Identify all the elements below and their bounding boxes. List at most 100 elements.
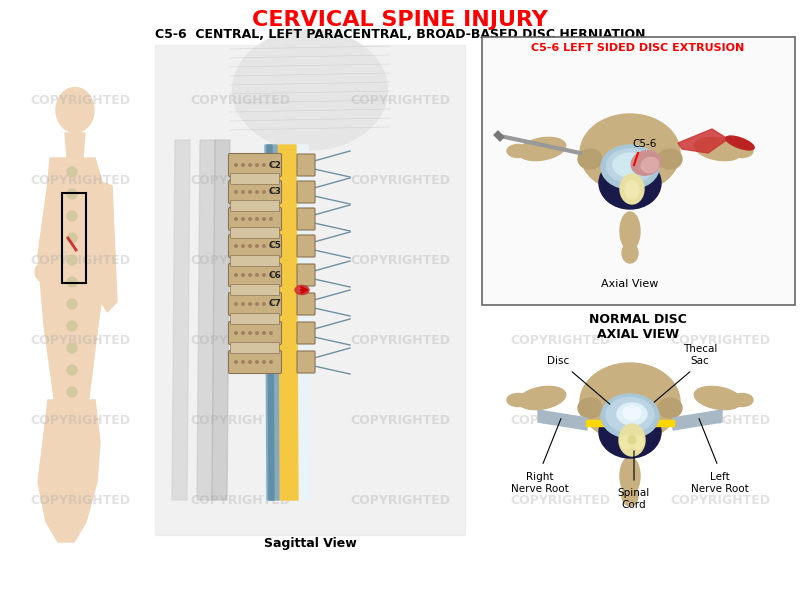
- Ellipse shape: [507, 145, 529, 157]
- Ellipse shape: [580, 114, 680, 192]
- Ellipse shape: [606, 149, 654, 183]
- Ellipse shape: [270, 332, 272, 334]
- Text: NORMAL DISC
AXIAL VIEW: NORMAL DISC AXIAL VIEW: [589, 313, 687, 341]
- Ellipse shape: [249, 274, 251, 276]
- Ellipse shape: [67, 255, 77, 265]
- Ellipse shape: [35, 259, 71, 285]
- Text: COPYRIGHTED: COPYRIGHTED: [510, 173, 610, 187]
- Ellipse shape: [658, 398, 682, 418]
- Text: C5-6: C5-6: [632, 139, 656, 149]
- Ellipse shape: [620, 212, 640, 250]
- FancyBboxPatch shape: [297, 235, 315, 257]
- Text: COPYRIGHTED: COPYRIGHTED: [190, 334, 290, 346]
- Ellipse shape: [67, 167, 77, 177]
- Polygon shape: [38, 158, 108, 425]
- Ellipse shape: [270, 245, 272, 247]
- Text: CERVICAL SPINE INJURY: CERVICAL SPINE INJURY: [252, 10, 548, 30]
- FancyBboxPatch shape: [297, 293, 315, 315]
- Text: COPYRIGHTED: COPYRIGHTED: [30, 253, 130, 266]
- Ellipse shape: [270, 303, 272, 305]
- FancyBboxPatch shape: [229, 208, 282, 230]
- Polygon shape: [673, 410, 722, 430]
- Text: COPYRIGHTED: COPYRIGHTED: [190, 253, 290, 266]
- Text: Sagittal View: Sagittal View: [264, 537, 356, 550]
- Polygon shape: [155, 45, 465, 535]
- Ellipse shape: [234, 164, 238, 166]
- Ellipse shape: [256, 361, 258, 363]
- Ellipse shape: [234, 361, 238, 363]
- Ellipse shape: [518, 137, 566, 161]
- Ellipse shape: [234, 303, 238, 305]
- Text: C6: C6: [269, 271, 282, 280]
- Ellipse shape: [518, 386, 566, 410]
- Text: COPYRIGHTED: COPYRIGHTED: [30, 413, 130, 427]
- FancyBboxPatch shape: [297, 154, 315, 176]
- Ellipse shape: [67, 189, 77, 199]
- Ellipse shape: [67, 365, 77, 375]
- Text: Spinal
Cord: Spinal Cord: [618, 488, 650, 509]
- Ellipse shape: [262, 303, 266, 305]
- Ellipse shape: [242, 218, 244, 220]
- Ellipse shape: [262, 164, 266, 166]
- Text: COPYRIGHTED: COPYRIGHTED: [350, 173, 450, 187]
- Text: COPYRIGHTED: COPYRIGHTED: [670, 413, 770, 427]
- Ellipse shape: [67, 299, 77, 309]
- Ellipse shape: [256, 164, 258, 166]
- Ellipse shape: [249, 361, 251, 363]
- Text: COPYRIGHTED: COPYRIGHTED: [510, 253, 610, 266]
- FancyBboxPatch shape: [230, 313, 279, 325]
- Ellipse shape: [270, 218, 272, 220]
- FancyBboxPatch shape: [230, 256, 279, 266]
- Ellipse shape: [233, 30, 387, 150]
- Ellipse shape: [613, 153, 647, 177]
- Ellipse shape: [234, 191, 238, 193]
- Text: COPYRIGHTED: COPYRIGHTED: [30, 493, 130, 506]
- Ellipse shape: [249, 164, 251, 166]
- Polygon shape: [197, 140, 215, 500]
- Ellipse shape: [617, 403, 647, 425]
- Ellipse shape: [67, 321, 77, 331]
- Text: COPYRIGHTED: COPYRIGHTED: [510, 493, 610, 506]
- Ellipse shape: [67, 277, 77, 287]
- Text: COPYRIGHTED: COPYRIGHTED: [190, 173, 290, 187]
- FancyBboxPatch shape: [229, 322, 282, 344]
- Ellipse shape: [242, 361, 244, 363]
- Text: COPYRIGHTED: COPYRIGHTED: [350, 253, 450, 266]
- Ellipse shape: [242, 164, 244, 166]
- FancyBboxPatch shape: [297, 181, 315, 203]
- Text: COPYRIGHTED: COPYRIGHTED: [30, 94, 130, 107]
- Ellipse shape: [622, 243, 638, 263]
- Text: COPYRIGHTED: COPYRIGHTED: [190, 493, 290, 506]
- Text: COPYRIGHTED: COPYRIGHTED: [670, 334, 770, 346]
- Ellipse shape: [295, 286, 309, 295]
- Ellipse shape: [622, 486, 638, 506]
- Ellipse shape: [599, 406, 661, 458]
- Ellipse shape: [56, 88, 94, 133]
- Text: COPYRIGHTED: COPYRIGHTED: [510, 334, 610, 346]
- Ellipse shape: [623, 406, 641, 420]
- Ellipse shape: [242, 245, 244, 247]
- Ellipse shape: [619, 424, 645, 456]
- Ellipse shape: [234, 332, 238, 334]
- FancyBboxPatch shape: [297, 264, 315, 286]
- Polygon shape: [38, 400, 100, 542]
- Text: C7: C7: [269, 299, 282, 308]
- Ellipse shape: [625, 181, 639, 199]
- Polygon shape: [678, 129, 728, 153]
- Ellipse shape: [262, 245, 266, 247]
- Ellipse shape: [67, 211, 77, 221]
- Polygon shape: [212, 140, 230, 500]
- Polygon shape: [263, 145, 310, 500]
- Ellipse shape: [620, 174, 644, 204]
- Text: COPYRIGHTED: COPYRIGHTED: [670, 253, 770, 266]
- Text: Left
Nerve Root: Left Nerve Root: [691, 472, 749, 494]
- Ellipse shape: [631, 151, 661, 175]
- Ellipse shape: [262, 332, 266, 334]
- FancyBboxPatch shape: [229, 292, 282, 316]
- FancyBboxPatch shape: [229, 154, 282, 176]
- Ellipse shape: [270, 191, 272, 193]
- Text: Axial View: Axial View: [602, 279, 658, 289]
- Ellipse shape: [270, 274, 272, 276]
- Ellipse shape: [620, 435, 632, 449]
- Ellipse shape: [256, 332, 258, 334]
